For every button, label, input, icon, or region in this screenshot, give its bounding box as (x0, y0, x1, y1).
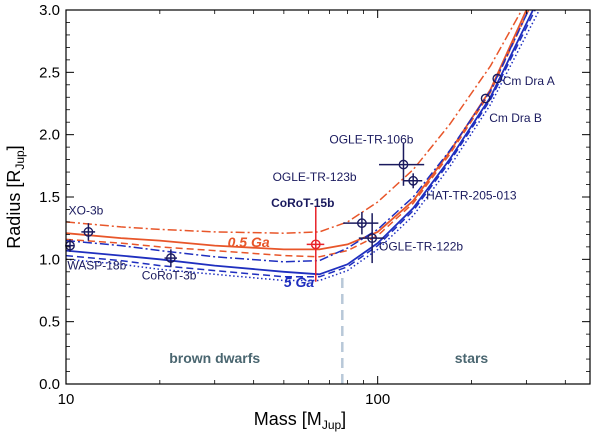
x-tick-label-2: 100 (365, 391, 390, 408)
x-axis-title-close: ] (341, 409, 346, 429)
y-axis-title-sub: Jup (13, 150, 27, 170)
data-point-10 (480, 93, 491, 104)
isochrone-curves (66, 10, 540, 282)
x-axis-title-main: Mass [M (254, 409, 322, 429)
object-label-7: OGLE-TR-106b (329, 132, 413, 146)
data-point-3 (165, 253, 176, 263)
x-axis-title: Mass [MJup] (254, 409, 346, 432)
x-axis-title-sub: Jup (322, 418, 342, 432)
object-label-4: CoRoT-15b (271, 196, 334, 210)
data-point-4 (310, 239, 321, 250)
series-line-3 (66, 10, 530, 258)
region-label-2: stars (455, 350, 489, 366)
y-axis-title: Radius [RJup] (4, 145, 27, 248)
y-axis-title-close: ] (4, 145, 24, 150)
data-point-8 (408, 175, 419, 186)
y-tick-label-7: 3.0 (39, 2, 60, 19)
curve-label-1: 0.5 Ga (228, 234, 270, 250)
data-point-1 (83, 227, 94, 237)
region-label-1: brown dwarfs (169, 350, 260, 366)
object-label-2: WASP-18b (67, 258, 126, 272)
objects-layer (65, 73, 503, 282)
data-point-5 (357, 218, 367, 229)
object-label-5: OGLE-TR-123b (273, 170, 357, 184)
y-tick-label-2: 0.5 (39, 314, 60, 331)
y-tick-label-5: 2.0 (39, 127, 60, 144)
object-label-8: HAT-TR-205-013 (426, 188, 517, 202)
y-tick-label-4: 1.5 (39, 189, 60, 206)
y-tick-label-6: 2.5 (39, 64, 60, 81)
y-tick-label-1: 0.0 (39, 376, 60, 393)
x-tick-label-1: 10 (58, 391, 75, 408)
series-line-1 (66, 10, 523, 234)
object-label-6: OGLE-TR-122b (379, 240, 463, 254)
text-layer: XO-3b WASP-18b CoRoT-3b CoRoT-15b OGLE-TR-12… (67, 74, 554, 366)
object-label-3: CoRoT-3b (142, 268, 197, 282)
series-line-7 (66, 10, 540, 282)
axis-ticks: 0.0 0.5 1.0 1.5 2.0 2.5 3.0 10 100 (39, 2, 590, 408)
series-line-4 (66, 10, 530, 263)
series-line-5 (66, 10, 534, 276)
object-label-10: Cm Dra B (489, 111, 542, 125)
data-point-6 (367, 233, 378, 244)
curve-label-2: 5 Ga (284, 274, 315, 290)
data-point-7 (398, 159, 409, 170)
object-label-1: XO-3b (69, 203, 104, 217)
data-point-9 (492, 73, 503, 84)
y-tick-label-3: 1.0 (39, 251, 60, 268)
object-label-9: Cm Dra A (503, 74, 555, 88)
y-axis-title-main: Radius [R (4, 170, 24, 249)
series-line-6 (66, 10, 536, 278)
